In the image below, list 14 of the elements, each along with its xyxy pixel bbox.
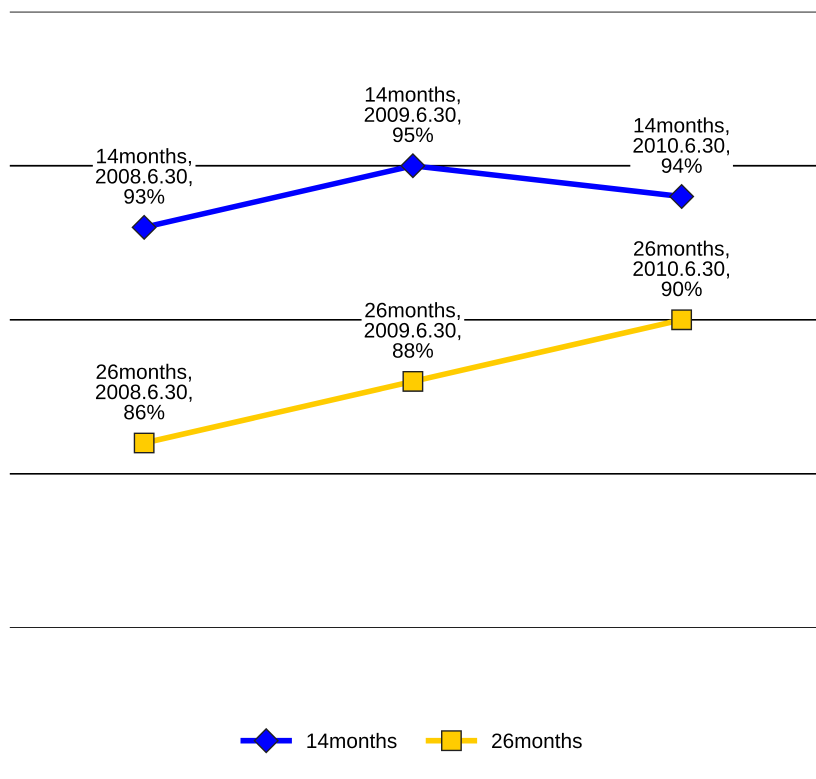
point xyxy=(669,184,694,210)
legend-label: 26months xyxy=(492,732,582,748)
data-label: 26months, 2009.6.30, 88% xyxy=(364,302,460,358)
point xyxy=(400,153,426,178)
point xyxy=(402,370,424,392)
point xyxy=(671,309,692,330)
data-label: 14months, 2010.6.30, 94% xyxy=(633,117,729,173)
data-label: 26months, 2008.6.30, 86% xyxy=(96,364,192,420)
point xyxy=(134,432,155,454)
point xyxy=(132,214,157,240)
data-label: 14months, 2009.6.30, 95% xyxy=(364,86,460,142)
data-label: 26months, 2010.6.30, 90% xyxy=(633,240,729,296)
legend-label: 14months xyxy=(307,732,397,748)
data-label: 14months, 2008.6.30, 93% xyxy=(96,148,192,204)
